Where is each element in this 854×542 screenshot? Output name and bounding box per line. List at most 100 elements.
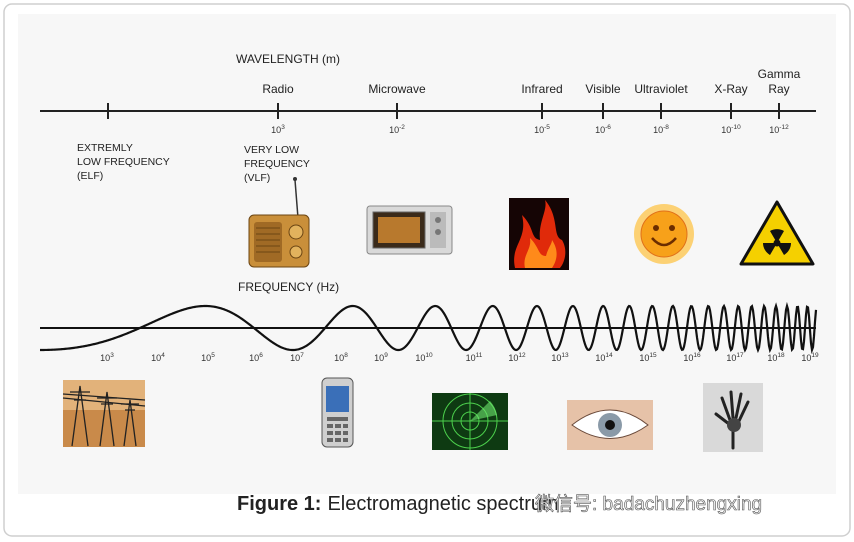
tick-base: 10 <box>249 353 259 363</box>
tick-base: 10 <box>595 125 605 135</box>
frequency-ticks: 103 104 105 106 107 108 109 1010 1011 1012 1013 101… <box>100 352 819 363</box>
tick-exponent: 4 <box>161 352 165 359</box>
band-name: Ultraviolet <box>634 82 688 96</box>
tick-label: 1018 <box>767 352 785 363</box>
sun-icon <box>634 204 694 264</box>
caption-label: Figure 1: <box>237 493 321 515</box>
tick-exponent: 9 <box>384 352 388 359</box>
band-name: Microwave <box>368 82 426 96</box>
tick-exponent: 7 <box>300 352 304 359</box>
band-name: Infrared <box>521 82 562 96</box>
elf-line: (ELF) <box>77 170 103 182</box>
wavelength-title: WAVELENGTH (m) <box>236 52 340 66</box>
tick-label: 1011 <box>466 352 483 363</box>
tick-base: 10 <box>290 353 300 363</box>
tick-label: 10-6 <box>595 124 611 135</box>
tick-base: 10 <box>551 353 561 363</box>
tick-label: 103 <box>100 352 114 363</box>
tick-base: 10 <box>466 353 476 363</box>
tick-base: 10 <box>801 353 811 363</box>
band-name: Radio <box>262 82 294 96</box>
xray-hand-icon <box>703 383 763 452</box>
tick-label: 10-8 <box>653 124 669 135</box>
tick-label: 103 <box>271 124 285 135</box>
tick-exponent: 17 <box>736 352 744 359</box>
vlf-line: (VLF) <box>244 172 270 184</box>
caption: Figure 1: Electromagnetic spectrum <box>237 493 559 515</box>
band-name: Visible <box>585 82 620 96</box>
tick-label: 104 <box>151 352 165 363</box>
tick-label: 1017 <box>726 352 744 363</box>
tick-base: 10 <box>100 353 110 363</box>
tick-base: 10 <box>639 353 649 363</box>
tick-label: 109 <box>374 352 388 363</box>
tick-base: 10 <box>767 353 777 363</box>
tick-exponent: -5 <box>544 124 550 131</box>
wavelength-bands: Radio103Microwave10-2Infrared10-5Visible… <box>262 67 800 135</box>
vlf-line: FREQUENCY <box>244 158 310 170</box>
tick-exponent: 11 <box>476 352 483 359</box>
frequency-title: FREQUENCY (Hz) <box>238 280 339 294</box>
tick-base: 10 <box>653 125 663 135</box>
tick-base: 10 <box>374 353 384 363</box>
tick-exponent: -10 <box>731 124 741 131</box>
tick-label: 10-10 <box>721 124 741 135</box>
tick-exponent: 5 <box>211 352 215 359</box>
tick-exponent: 10 <box>425 352 433 359</box>
band-name: X-Ray <box>714 82 747 96</box>
tick-label: 1014 <box>595 352 613 363</box>
tick-base: 10 <box>769 125 779 135</box>
infrared-fire-icon <box>509 198 569 270</box>
tick-label: 108 <box>334 352 348 363</box>
tick-exponent: 3 <box>281 124 285 131</box>
tick-base: 10 <box>508 353 518 363</box>
tick-exponent: -12 <box>779 124 789 131</box>
band-name: Gamma <box>758 67 801 81</box>
wave <box>40 301 818 355</box>
eye-icon <box>567 400 653 450</box>
microwave-icon <box>366 205 453 255</box>
vlf-line: VERY LOW <box>244 144 299 156</box>
tick-exponent: 14 <box>605 352 613 359</box>
tick-label: 1010 <box>415 352 433 363</box>
tick-exponent: -2 <box>399 124 405 131</box>
tick-base: 10 <box>534 125 544 135</box>
tick-exponent: 19 <box>811 352 819 359</box>
phone-icon <box>321 377 354 448</box>
tick-exponent: -6 <box>605 124 611 131</box>
tick-exponent: -8 <box>663 124 669 131</box>
tick-label: 1019 <box>801 352 819 363</box>
tick-base: 10 <box>595 353 605 363</box>
power-towers-icon <box>62 380 146 447</box>
tick-exponent: 15 <box>649 352 657 359</box>
elf-line: EXTREMLY <box>77 142 133 154</box>
radiation-icon <box>739 200 815 266</box>
tick-base: 10 <box>415 353 425 363</box>
tick-label: 1016 <box>683 352 701 363</box>
elf-line: LOW FREQUENCY <box>77 156 170 168</box>
tick-exponent: 3 <box>110 352 114 359</box>
tick-base: 10 <box>151 353 161 363</box>
tick-base: 10 <box>201 353 211 363</box>
tick-label: 10-12 <box>769 124 789 135</box>
tick-exponent: 6 <box>259 352 263 359</box>
tick-label: 107 <box>290 352 304 363</box>
tick-label: 10-5 <box>534 124 550 135</box>
tick-label: 106 <box>249 352 263 363</box>
tick-exponent: 12 <box>518 352 526 359</box>
tick-label: 1015 <box>639 352 657 363</box>
tick-base: 10 <box>271 125 281 135</box>
tick-base: 10 <box>721 125 731 135</box>
tick-base: 10 <box>683 353 693 363</box>
radar-icon <box>432 393 508 450</box>
tick-exponent: 18 <box>777 352 785 359</box>
tick-base: 10 <box>334 353 344 363</box>
tick-label: 10-2 <box>389 124 405 135</box>
tick-label: 105 <box>201 352 215 363</box>
band-name: Ray <box>768 82 789 96</box>
tick-label: 1013 <box>551 352 569 363</box>
tick-exponent: 13 <box>561 352 569 359</box>
vlf-label: VERY LOW FREQUENCY (VLF) <box>244 144 310 184</box>
